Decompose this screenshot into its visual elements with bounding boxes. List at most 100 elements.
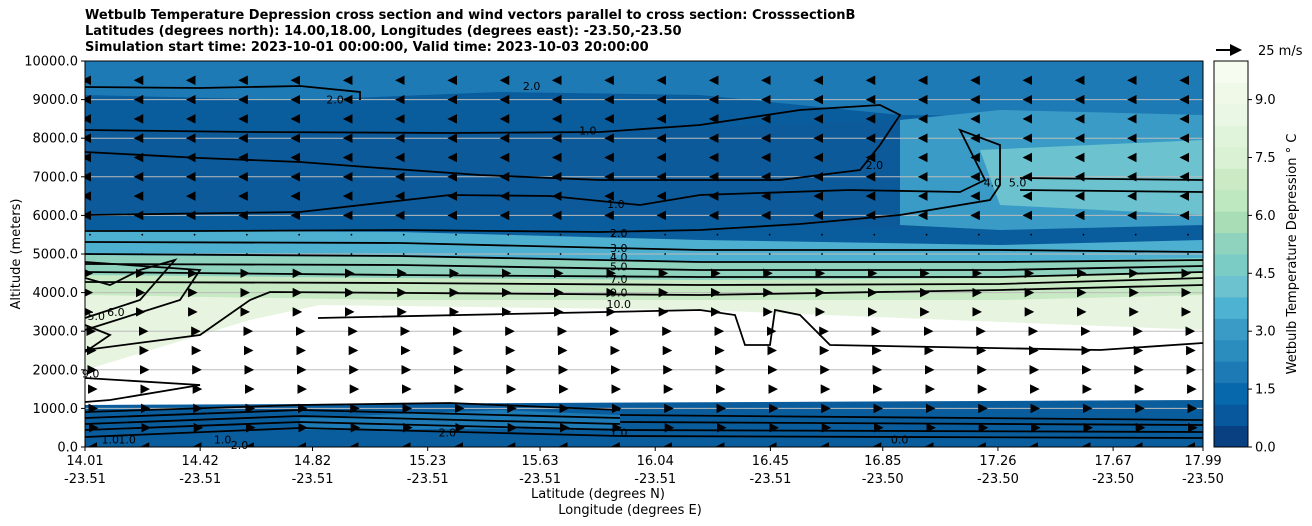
x-tick-label-lat: 17.67 bbox=[1095, 454, 1132, 469]
x-tick-label-lon: -23.50 bbox=[1182, 472, 1224, 487]
contour-label: 2.0 bbox=[231, 439, 249, 452]
wind-dot bbox=[193, 233, 196, 236]
x-tick-label-lon: -23.51 bbox=[749, 472, 791, 487]
wind-dot bbox=[611, 233, 614, 236]
colorbar-tick-label: 0.0 bbox=[1255, 441, 1276, 456]
colorbar-frame bbox=[1213, 60, 1249, 448]
colorbar-tick-label: 6.0 bbox=[1255, 209, 1276, 224]
wind-dot bbox=[245, 253, 248, 255]
contour-line bbox=[619, 421, 1203, 426]
x-tick-label-lat: 16.04 bbox=[637, 454, 674, 469]
wind-dot bbox=[402, 233, 405, 236]
y-axis: 0.0 1000.0 2000.0 3000.0 4000.0 5000.0 6000.0 7… bbox=[24, 55, 85, 456]
field-dry-patch bbox=[980, 140, 1203, 215]
contour-label: 2.0 bbox=[439, 426, 457, 439]
wind-dot bbox=[1134, 233, 1137, 236]
colorbar-tick-label: 4.5 bbox=[1255, 267, 1276, 282]
wind-dot bbox=[559, 233, 562, 236]
wind-dot bbox=[664, 233, 667, 236]
contour-label: 5.0 bbox=[1009, 177, 1027, 190]
wind-dot bbox=[925, 253, 928, 255]
wind-dot bbox=[350, 233, 353, 236]
contour-label: 9.0 bbox=[610, 287, 628, 300]
x-tick-label-lon: -23.50 bbox=[1092, 472, 1134, 487]
wind-reference-label: 25 m/s bbox=[1258, 44, 1303, 59]
contour-line bbox=[85, 85, 361, 100]
colorbar-segment bbox=[1214, 232, 1248, 255]
wind-dot bbox=[141, 253, 144, 255]
contour-label: 1.0 bbox=[102, 433, 120, 446]
x-tick-label-lat: 14.42 bbox=[182, 454, 219, 469]
colorbar-segment bbox=[1214, 103, 1248, 126]
colorbar-segment bbox=[1214, 82, 1248, 105]
x-tick-label-lat: 16.85 bbox=[864, 454, 901, 469]
x-tick-label-lon: -23.51 bbox=[407, 472, 449, 487]
wind-dot bbox=[977, 253, 980, 255]
contour-label: 2.0 bbox=[610, 227, 628, 240]
wind-dot bbox=[89, 233, 91, 236]
chart-title-line-2: Latitudes (degrees north): 14.00,18.00, … bbox=[85, 24, 682, 39]
x-tick-label-lat: 17.99 bbox=[1184, 454, 1221, 469]
contour-label: 5.0 bbox=[87, 310, 105, 323]
chart-title-line-3: Simulation start time: 2023-10-01 00:00:… bbox=[85, 40, 649, 55]
wind-dot bbox=[193, 253, 196, 255]
wind-dot bbox=[1082, 253, 1085, 255]
contour-labels: 1.02.02.01.02.04.0 5.02.03.04.05.07.09.01… bbox=[82, 80, 1026, 452]
colorbar: 0.0 1.5 3.0 4.5 6.0 7.5 9.0 bbox=[1213, 60, 1276, 456]
x-tick-label-lon: -23.51 bbox=[64, 472, 106, 487]
contour-line bbox=[85, 261, 202, 331]
wind-dot bbox=[768, 233, 771, 236]
contour-label: 3.0 bbox=[610, 242, 628, 255]
wind-dot bbox=[455, 253, 457, 255]
wind-dot bbox=[455, 233, 457, 236]
contour-line bbox=[1019, 189, 1203, 193]
contour-line bbox=[85, 277, 1203, 286]
contour-label: 2.0 bbox=[523, 80, 541, 93]
x-tick-label-lon: -23.51 bbox=[292, 472, 334, 487]
colorbar-tick-label: 1.5 bbox=[1255, 383, 1276, 398]
x-axis: 14.01 -23.51 14.42 -23.51 14.82 -23.51 15.23 -2… bbox=[64, 447, 1224, 487]
wind-vectors bbox=[85, 75, 1198, 447]
x-tick-label-lon: -23.51 bbox=[179, 472, 221, 487]
colorbar-segment bbox=[1214, 318, 1248, 341]
contour-label: 1.0 bbox=[607, 198, 625, 211]
x-tick-label-lat: 15.63 bbox=[521, 454, 558, 469]
colorbar-segment bbox=[1214, 146, 1248, 169]
y-tick-label: 9000.0 bbox=[33, 93, 79, 108]
wind-dot bbox=[873, 233, 876, 236]
contour-line bbox=[85, 241, 1203, 253]
contour-line bbox=[1019, 177, 1203, 181]
wind-dot bbox=[664, 253, 667, 255]
wind-dot bbox=[821, 253, 823, 255]
wind-dot bbox=[245, 233, 248, 236]
gridlines bbox=[85, 99, 1203, 409]
colorbar-segment bbox=[1214, 189, 1248, 212]
y-tick-label: 6000.0 bbox=[33, 209, 79, 224]
x-tick-label-lat: 14.82 bbox=[294, 454, 331, 469]
contour-line bbox=[85, 258, 178, 319]
contour-label: 1.0 bbox=[610, 426, 628, 439]
y-tick-label: 3000.0 bbox=[33, 325, 79, 340]
wind-dot bbox=[716, 233, 719, 236]
colorbar-segment bbox=[1214, 425, 1248, 448]
x-axis-title-secondary: Longitude (degrees E) bbox=[558, 503, 702, 518]
x-tick-label-lon: -23.50 bbox=[977, 472, 1019, 487]
contour-line bbox=[85, 128, 1001, 233]
colorbar-segment bbox=[1214, 254, 1248, 276]
wind-dot bbox=[1030, 253, 1033, 255]
wind-dot bbox=[821, 233, 823, 236]
y-tick-label: 4000.0 bbox=[33, 286, 79, 301]
colorbar-tick-label: 9.0 bbox=[1255, 93, 1276, 108]
contour-line bbox=[619, 414, 1203, 421]
contour-label: 0.0 bbox=[891, 433, 909, 446]
wind-dot bbox=[1187, 233, 1189, 236]
wind-dot bbox=[873, 253, 876, 255]
colorbar-segment bbox=[1214, 125, 1248, 148]
wind-dot bbox=[768, 253, 771, 255]
contour-label: 6.0 bbox=[107, 306, 125, 319]
wind-dot bbox=[298, 253, 301, 255]
colorbar-segment bbox=[1214, 361, 1248, 384]
wind-dot bbox=[1134, 253, 1137, 255]
contour-line bbox=[85, 377, 201, 403]
